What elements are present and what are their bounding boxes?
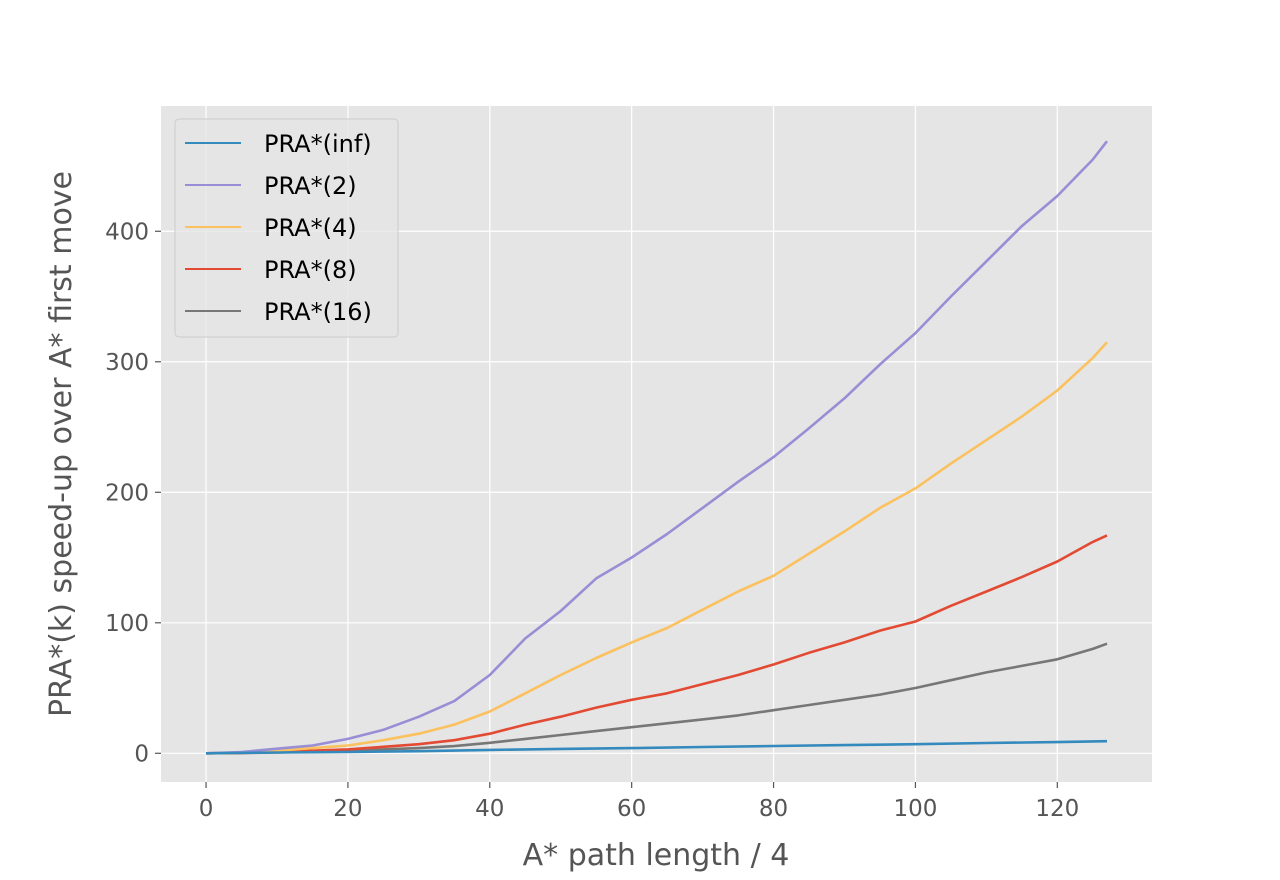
legend: PRA*(inf) PRA*(2) PRA*(4) PRA*(8) PRA*(16) (174, 118, 399, 338)
legend-label: PRA*(16) (264, 298, 372, 326)
legend-label: PRA*(2) (264, 172, 357, 200)
y-axis-label: PRA*(k) speed-up over A* first move (44, 171, 79, 717)
y-tick-label: 0 (134, 741, 149, 767)
x-axis-label: A* path length / 4 (523, 838, 790, 873)
series-line-4 (205, 642, 1108, 755)
legend-label: PRA*(4) (264, 214, 357, 242)
x-tick-label: 100 (893, 796, 937, 822)
x-tick-label: 40 (475, 796, 504, 822)
legend-label: PRA*(inf) (264, 130, 372, 158)
y-tick-label: 200 (105, 480, 149, 506)
y-tick-label: 300 (105, 350, 149, 376)
y-tick-label: 100 (105, 611, 149, 637)
series-line-1 (205, 140, 1109, 755)
legend-box (174, 118, 399, 338)
series-lines (205, 140, 1109, 755)
series-line-0 (205, 739, 1108, 755)
x-tick-label: 20 (333, 796, 362, 822)
x-tick-label: 0 (199, 796, 214, 822)
series-line-3 (205, 534, 1108, 755)
axis-ticks: 0 20 40 60 80 100 120 0 100 200 300 400 (105, 219, 1079, 822)
y-tick-label: 400 (105, 219, 149, 245)
series-line-2 (205, 341, 1108, 755)
legend-label: PRA*(8) (264, 256, 357, 284)
x-tick-label: 120 (1035, 796, 1079, 822)
x-tick-label: 80 (759, 796, 788, 822)
x-tick-label: 60 (617, 796, 646, 822)
